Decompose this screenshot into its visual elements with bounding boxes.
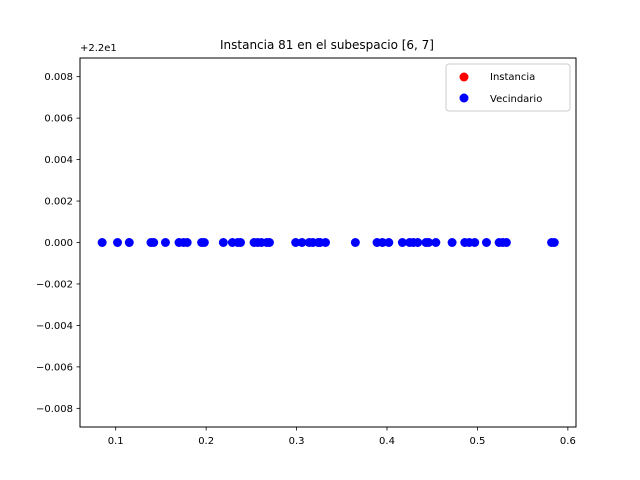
y-tick-label: −0.002 xyxy=(36,279,73,290)
x-tick-label: 0.2 xyxy=(198,436,214,447)
y-tick-label: 0.008 xyxy=(44,72,73,83)
vecindario-point xyxy=(397,238,407,247)
vecindario-point xyxy=(549,238,559,247)
vecindario-point xyxy=(97,238,107,247)
vecindario-point xyxy=(447,238,457,247)
vecindario-point xyxy=(124,238,134,247)
y-tick-label: 0.004 xyxy=(44,155,73,166)
legend-marker-instancia xyxy=(459,72,469,82)
vecindario-point xyxy=(424,238,434,247)
x-tick-label: 0.6 xyxy=(560,436,576,447)
legend: Instancia Vecindario xyxy=(445,63,571,112)
x-axis-ticks: 0.1 0.2 0.3 0.4 0.5 0.6 xyxy=(108,427,576,447)
y-axis-ticks: −0.008 −0.006 −0.004 −0.002 0.000 0.002 0.004 0… xyxy=(36,72,80,415)
vecindario-point xyxy=(321,238,331,247)
y-tick-label: 0.000 xyxy=(44,238,73,249)
x-tick-label: 0.5 xyxy=(469,436,485,447)
vecindario-point xyxy=(384,238,394,247)
vecindario-point xyxy=(149,238,159,247)
y-tick-label: −0.006 xyxy=(36,362,73,373)
x-tick-label: 0.3 xyxy=(289,436,305,447)
vecindario-point xyxy=(413,238,423,247)
y-tick-label: −0.008 xyxy=(36,404,73,415)
axes-frame xyxy=(79,57,577,428)
vecindario-point xyxy=(160,238,170,247)
legend-box xyxy=(445,63,571,112)
legend-label-vecindario: Vecindario xyxy=(490,94,542,105)
points-layer xyxy=(97,238,559,247)
y-tick-label: −0.004 xyxy=(36,321,73,332)
vecindario-point xyxy=(218,238,228,247)
vecindario-point xyxy=(470,238,480,247)
vecindario-point xyxy=(501,238,511,247)
vecindario-point xyxy=(481,238,491,247)
chart-title: Instancia 81 en el subespacio [6, 7] xyxy=(220,38,434,52)
y-offset-label: +2.2e1 xyxy=(80,43,117,54)
vecindario-point xyxy=(377,238,387,247)
vecindario-point xyxy=(297,238,307,247)
vecindario-point xyxy=(182,238,192,247)
y-tick-label: 0.002 xyxy=(44,197,73,208)
vecindario-point xyxy=(236,238,246,247)
legend-label-instancia: Instancia xyxy=(490,72,535,83)
legend-marker-vecindario xyxy=(459,93,469,103)
vecindario-point xyxy=(199,238,209,247)
vecindario-point xyxy=(350,238,360,247)
vecindario-point xyxy=(264,238,274,247)
vecindario-point xyxy=(431,238,441,247)
vecindario-point xyxy=(113,238,123,247)
y-tick-label: 0.006 xyxy=(44,114,73,125)
x-tick-label: 0.1 xyxy=(108,436,124,447)
vecindario-point xyxy=(291,238,301,247)
x-tick-label: 0.4 xyxy=(379,436,395,447)
